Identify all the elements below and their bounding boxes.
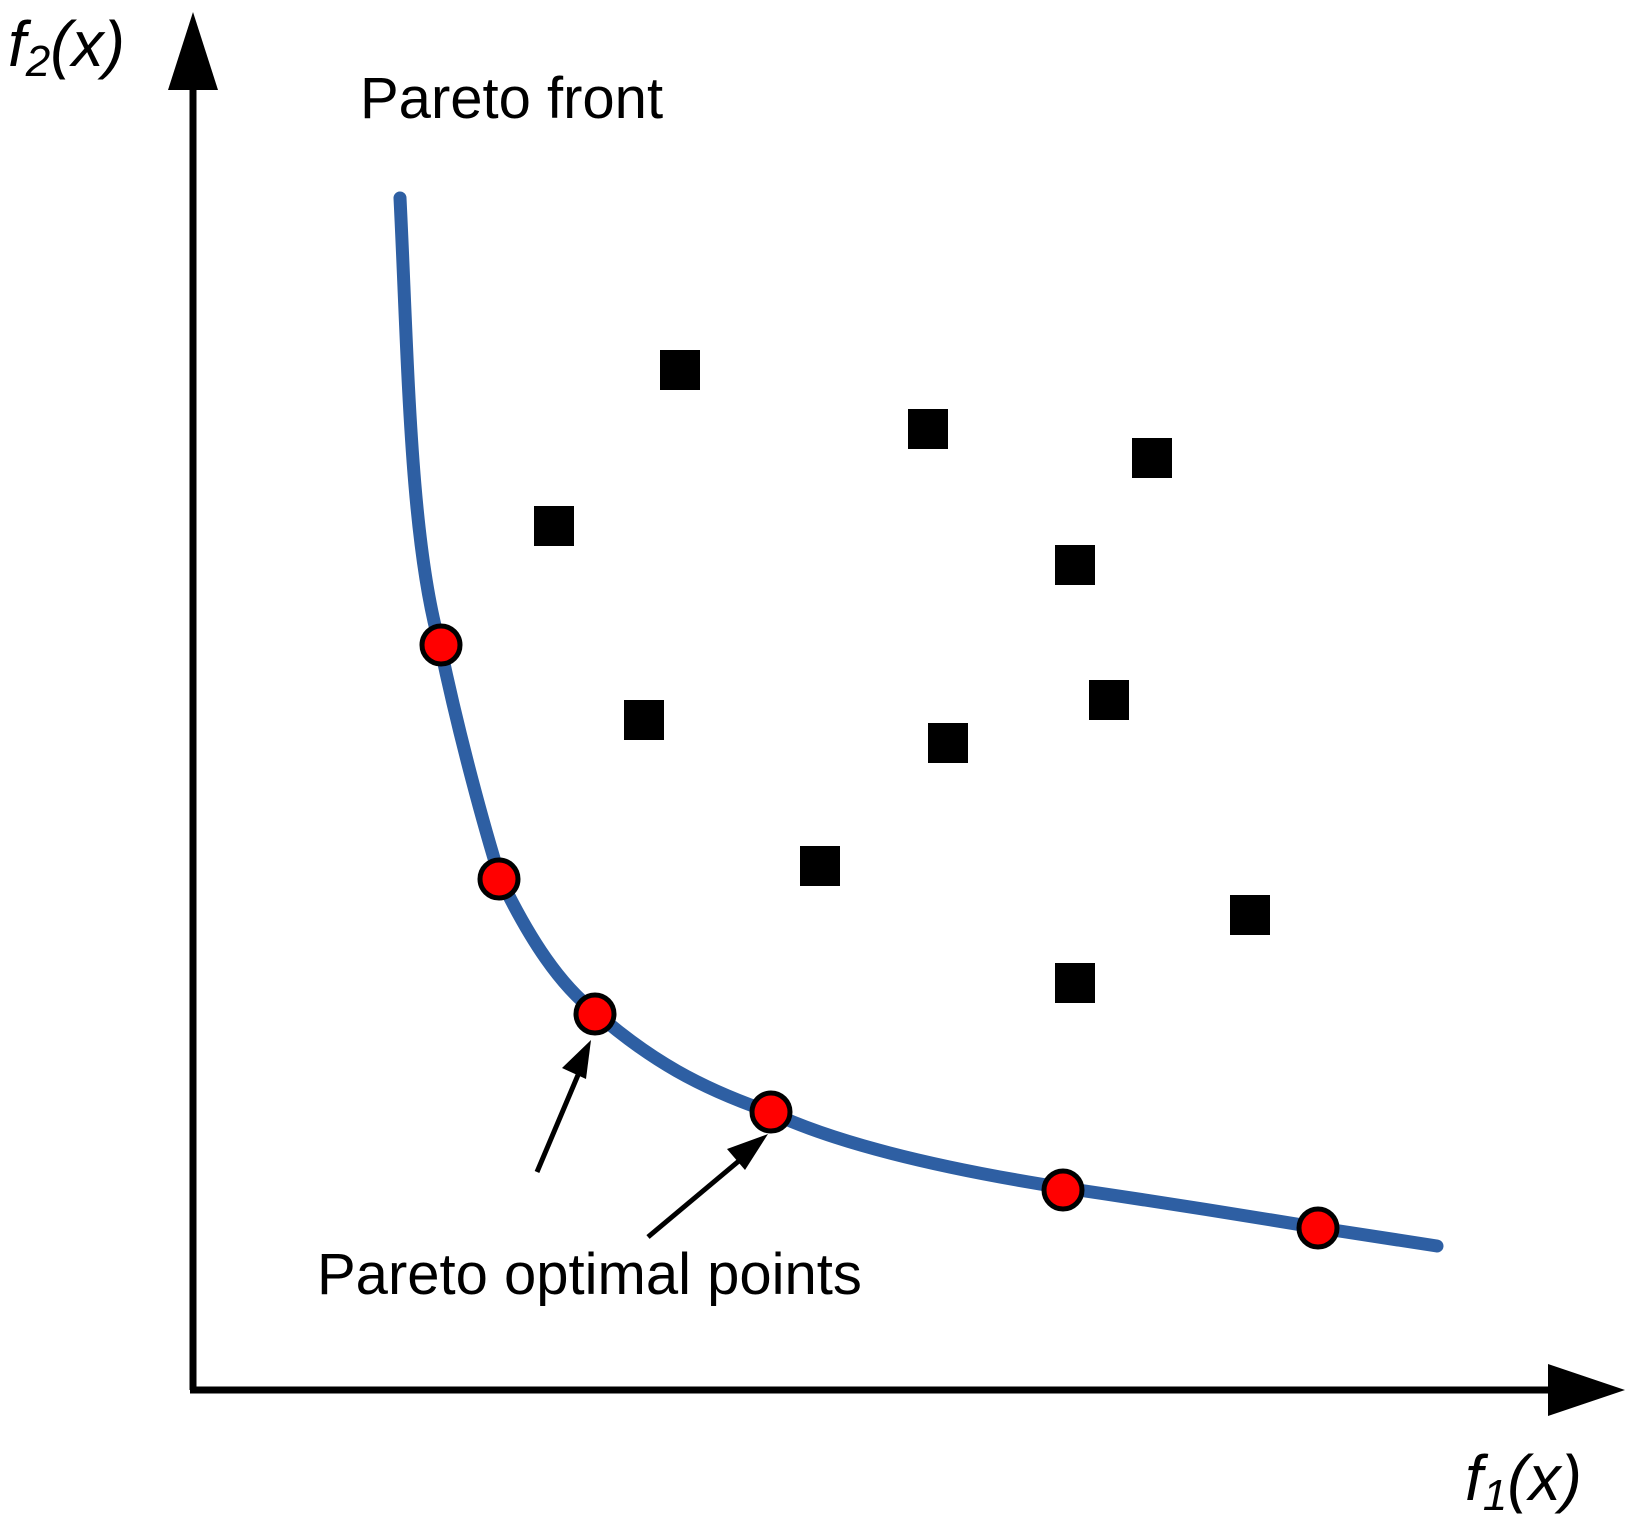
dominated-point xyxy=(1055,545,1095,585)
dominated-point xyxy=(908,409,948,449)
dominated-point xyxy=(1230,895,1270,935)
axes xyxy=(168,12,1625,1416)
pointer-arrows xyxy=(534,1040,768,1239)
dominated-point xyxy=(928,723,968,763)
dominated-point xyxy=(1055,963,1095,1003)
x-axis-arrowhead xyxy=(1548,1364,1625,1416)
pointer-arrow-head xyxy=(562,1040,591,1079)
x-axis-label: f1(x) xyxy=(1465,1442,1582,1519)
pareto-front-label: Pareto front xyxy=(360,66,663,131)
dominated-point xyxy=(800,846,840,886)
optimal-points xyxy=(419,623,1340,1250)
y-axis-arrowhead xyxy=(168,12,218,90)
optimal-point xyxy=(573,992,617,1036)
dominated-points xyxy=(534,350,1270,1003)
dominated-point xyxy=(1089,680,1129,720)
optimal-point xyxy=(1041,1168,1085,1212)
dominated-point xyxy=(1132,438,1172,478)
pointer-arrow-head xyxy=(727,1134,768,1170)
pareto-front-curve xyxy=(393,191,1444,1253)
y-axis-label: f2(x) xyxy=(8,8,125,86)
pointer-arrow-shaft xyxy=(534,1074,581,1173)
pareto-optimal-points-label: Pareto optimal points xyxy=(317,1242,862,1307)
dominated-point xyxy=(624,700,664,740)
optimal-point xyxy=(477,857,521,901)
dominated-point xyxy=(534,506,574,546)
optimal-point xyxy=(1296,1206,1340,1250)
optimal-point xyxy=(419,623,463,667)
pointer-arrow-shaft xyxy=(646,1158,742,1239)
optimal-point xyxy=(749,1090,793,1134)
dominated-point xyxy=(660,350,700,390)
